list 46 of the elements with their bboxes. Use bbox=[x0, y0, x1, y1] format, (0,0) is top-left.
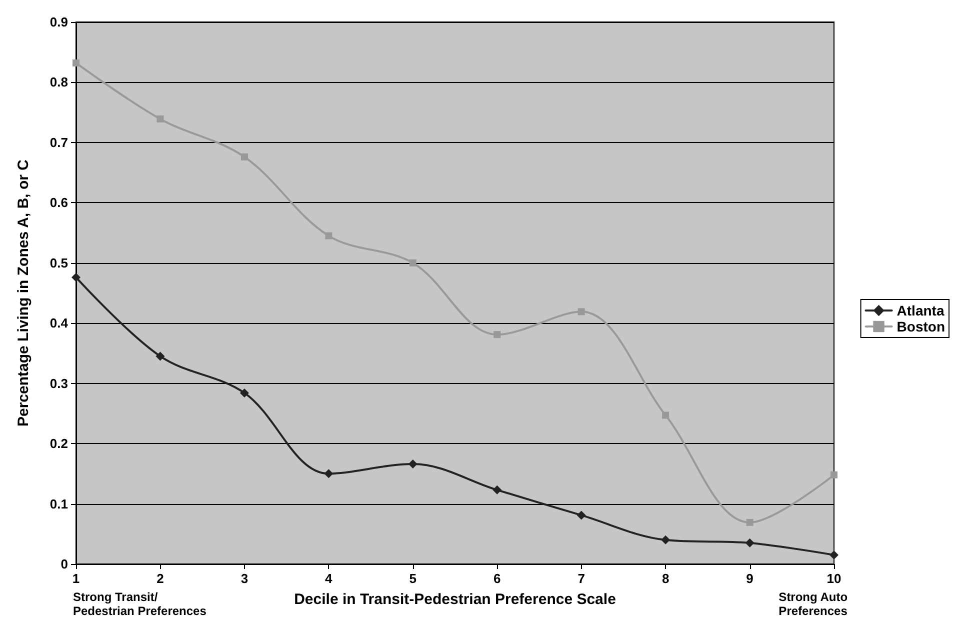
y-tick-label: 0.4 bbox=[50, 316, 69, 331]
y-tick-label: 0.5 bbox=[50, 255, 68, 270]
point bbox=[830, 550, 838, 560]
x-tick-label: 8 bbox=[662, 571, 670, 586]
point bbox=[72, 59, 80, 66]
y-axis-title: Percentage Living in Zones A, B, or C bbox=[15, 159, 32, 426]
y-tick-label: 0.7 bbox=[50, 134, 68, 150]
y-tick-label: 0.1 bbox=[50, 496, 68, 512]
point bbox=[494, 331, 501, 338]
point bbox=[745, 538, 754, 548]
point bbox=[576, 510, 586, 520]
text: Strong Auto Preferences bbox=[778, 590, 848, 618]
legend-label: Boston bbox=[896, 318, 946, 334]
x-tick-label: 6 bbox=[493, 571, 501, 586]
point bbox=[240, 153, 248, 160]
x-axis-title: Decile in Transit-Pedestrian Preference Scale bbox=[294, 591, 616, 608]
legend-label: Atlanta bbox=[896, 302, 944, 318]
point bbox=[156, 115, 164, 122]
y-tick-label: 0.8 bbox=[50, 74, 68, 90]
text: Strong Transit/ Pedestrian Preferences bbox=[73, 590, 207, 618]
y-tick-label: 0.6 bbox=[50, 195, 68, 210]
x-tick-label: 7 bbox=[578, 571, 585, 586]
x-tick-label: 1 bbox=[72, 571, 80, 586]
y-tick-label: 0.2 bbox=[50, 436, 68, 452]
point bbox=[72, 272, 80, 282]
point bbox=[324, 469, 334, 478]
point bbox=[662, 412, 670, 419]
point bbox=[492, 485, 502, 494]
point bbox=[408, 460, 418, 469]
x-tick-label: 4 bbox=[325, 571, 334, 586]
x-tick-label: 5 bbox=[409, 571, 417, 586]
point bbox=[661, 535, 670, 544]
point bbox=[746, 518, 754, 526]
point bbox=[409, 259, 416, 266]
y-tick-label: 0.9 bbox=[50, 14, 68, 30]
point bbox=[578, 308, 585, 316]
point bbox=[156, 352, 165, 361]
point bbox=[240, 388, 249, 398]
point bbox=[325, 232, 332, 240]
y-tick-label: 0.3 bbox=[50, 376, 68, 391]
x-tick-label: 9 bbox=[746, 571, 754, 586]
x-tick-label: 10 bbox=[826, 571, 842, 586]
x-tick-label: 3 bbox=[240, 571, 248, 586]
point bbox=[830, 471, 838, 478]
y-tick-label: 0 bbox=[60, 556, 68, 572]
x-tick-label: 2 bbox=[156, 571, 164, 586]
